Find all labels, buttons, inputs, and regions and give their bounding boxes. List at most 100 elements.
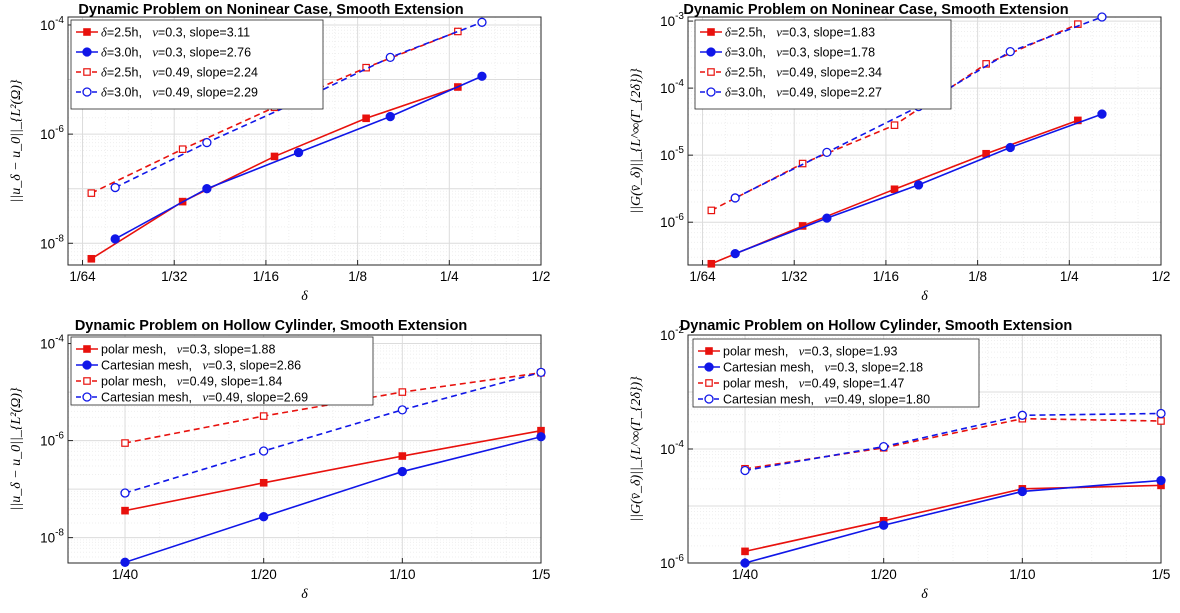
legend-item-2: Cartesian mesh, ν=0.3, slope=2.18 bbox=[698, 361, 923, 375]
legend-item-4: Cartesian mesh, ν=0.49, slope=1.80 bbox=[698, 393, 930, 407]
data-point bbox=[454, 27, 462, 36]
data-point bbox=[1017, 486, 1027, 497]
series-3 bbox=[707, 20, 1082, 215]
data-point bbox=[730, 248, 740, 259]
data-point bbox=[890, 121, 899, 129]
data-point bbox=[1005, 46, 1015, 57]
y-tick-label: 10-5 bbox=[660, 145, 684, 163]
legend-item-2: δ=3.0h, ν=0.3, slope=1.78 bbox=[700, 46, 875, 60]
data-point bbox=[385, 111, 395, 122]
data-point bbox=[178, 145, 187, 153]
legend-marker bbox=[82, 87, 92, 97]
x-tick-label: 1/32 bbox=[781, 269, 807, 284]
data-point bbox=[398, 452, 407, 460]
y-tick-label: 10-4 bbox=[40, 15, 64, 33]
legend-marker bbox=[707, 28, 715, 36]
data-point bbox=[707, 259, 716, 268]
y-tick-label: 10-4 bbox=[660, 439, 684, 457]
x-tick-label: 1/8 bbox=[968, 269, 987, 284]
x-tick-label: 1/64 bbox=[69, 269, 96, 284]
chart-title: Dynamic Problem on Noninear Case, Smooth… bbox=[78, 2, 463, 18]
x-tick-label: 1/40 bbox=[112, 567, 138, 582]
data-point bbox=[202, 137, 212, 148]
x-tick-label: 1/40 bbox=[732, 567, 758, 582]
legend: polar mesh, ν=0.3, slope=1.88 Cartesian m… bbox=[70, 336, 374, 406]
data-point bbox=[87, 254, 96, 263]
legend-item-4: δ=3.0h, ν=0.49, slope=2.27 bbox=[700, 86, 882, 100]
x-tick-label: 1/20 bbox=[251, 567, 277, 582]
legend-box bbox=[692, 338, 980, 408]
data-point bbox=[120, 488, 130, 498]
y-tick-label: 10-6 bbox=[660, 553, 684, 571]
x-tick-label: 1/2 bbox=[532, 269, 551, 284]
legend-item-1: δ=2.5h, ν=0.3, slope=1.83 bbox=[700, 26, 875, 40]
legend-box bbox=[70, 336, 374, 406]
legend-label: δ=2.5h, ν=0.3, slope=1.83 bbox=[725, 26, 875, 40]
data-point bbox=[259, 446, 269, 456]
legend-marker bbox=[706, 87, 716, 97]
legend-label: δ=3.0h, ν=0.3, slope=2.76 bbox=[101, 46, 251, 60]
x-tick-label: 1/8 bbox=[348, 269, 367, 284]
legend-label: polar mesh, ν=0.49, slope=1.84 bbox=[101, 375, 282, 389]
legend-label: δ=2.5h, ν=0.3, slope=3.11 bbox=[101, 26, 250, 40]
legend-item-3: δ=2.5h, ν=0.49, slope=2.34 bbox=[700, 66, 882, 80]
data-point bbox=[121, 506, 129, 515]
y-tick-label: 10-4 bbox=[660, 78, 684, 96]
legend-label: Cartesian mesh, ν=0.3, slope=2.18 bbox=[723, 361, 923, 375]
y-tick-label: 10-6 bbox=[40, 124, 64, 142]
data-point bbox=[822, 213, 832, 223]
legend-marker bbox=[82, 360, 92, 370]
legend-marker bbox=[83, 377, 91, 385]
x-tick-label: 1/4 bbox=[1060, 269, 1079, 284]
data-point bbox=[1005, 142, 1015, 153]
legend-marker bbox=[83, 345, 91, 353]
legend-box bbox=[694, 19, 952, 110]
series-2 bbox=[120, 432, 546, 567]
x-tick-label: 1/16 bbox=[253, 269, 279, 284]
data-point bbox=[1074, 20, 1082, 28]
x-axis-label: δ bbox=[921, 587, 928, 602]
data-point bbox=[293, 147, 304, 158]
y-tick-label: 10-3 bbox=[660, 11, 684, 29]
data-point bbox=[740, 558, 750, 568]
axes-box bbox=[687, 16, 1162, 266]
legend-box bbox=[70, 19, 324, 110]
legend: δ=2.5h, ν=0.3, slope=3.11 δ=3.0h, ν=0.3, … bbox=[70, 19, 324, 110]
y-tick-label: 10-8 bbox=[40, 528, 64, 546]
legend-marker bbox=[83, 68, 91, 76]
x-tick-label: 1/10 bbox=[1009, 567, 1035, 582]
y-axis-label: ||G(v̄_δ)||_{L^∞(Γ_{2δ})} bbox=[629, 376, 644, 522]
chart-panel-1: 1/64 1/32 1/16 1/8 1/4 1/2 10-8 10-6 10-4 Dynamic… bbox=[9, 2, 550, 304]
y-tick-label: 10-6 bbox=[660, 212, 684, 230]
data-point bbox=[398, 388, 407, 396]
data-point bbox=[110, 182, 120, 193]
data-point bbox=[1017, 410, 1027, 420]
y-axis-label: ||u_δ − u_0||_{L²(Ω)} bbox=[9, 79, 24, 202]
chart-title: Dynamic Problem on Hollow Cylinder, Smoo… bbox=[75, 318, 467, 334]
data-point bbox=[741, 547, 749, 556]
legend-marker bbox=[704, 394, 714, 404]
data-point bbox=[879, 441, 889, 452]
series-line bbox=[124, 371, 542, 494]
data-point bbox=[202, 184, 212, 194]
data-point bbox=[270, 152, 279, 161]
legend-item-2: δ=3.0h, ν=0.3, slope=2.76 bbox=[76, 46, 251, 60]
data-point bbox=[879, 520, 889, 530]
legend-label: δ=2.5h, ν=0.49, slope=2.34 bbox=[725, 66, 882, 80]
legend-marker bbox=[82, 47, 92, 57]
y-tick-label: 10-8 bbox=[40, 233, 64, 251]
data-point bbox=[397, 405, 407, 415]
chart-title: Dynamic Problem on Noninear Case, Smooth… bbox=[683, 2, 1068, 18]
data-point bbox=[110, 234, 120, 244]
x-tick-label: 1/5 bbox=[1152, 567, 1171, 582]
data-point bbox=[913, 180, 924, 190]
legend-marker bbox=[705, 347, 713, 355]
data-point bbox=[259, 478, 268, 487]
series-4 bbox=[740, 408, 1166, 476]
data-point bbox=[740, 465, 750, 476]
series-line bbox=[124, 429, 542, 512]
data-point bbox=[536, 432, 546, 442]
series-2 bbox=[110, 71, 487, 244]
legend-label: polar mesh, ν=0.49, slope=1.47 bbox=[723, 377, 904, 391]
